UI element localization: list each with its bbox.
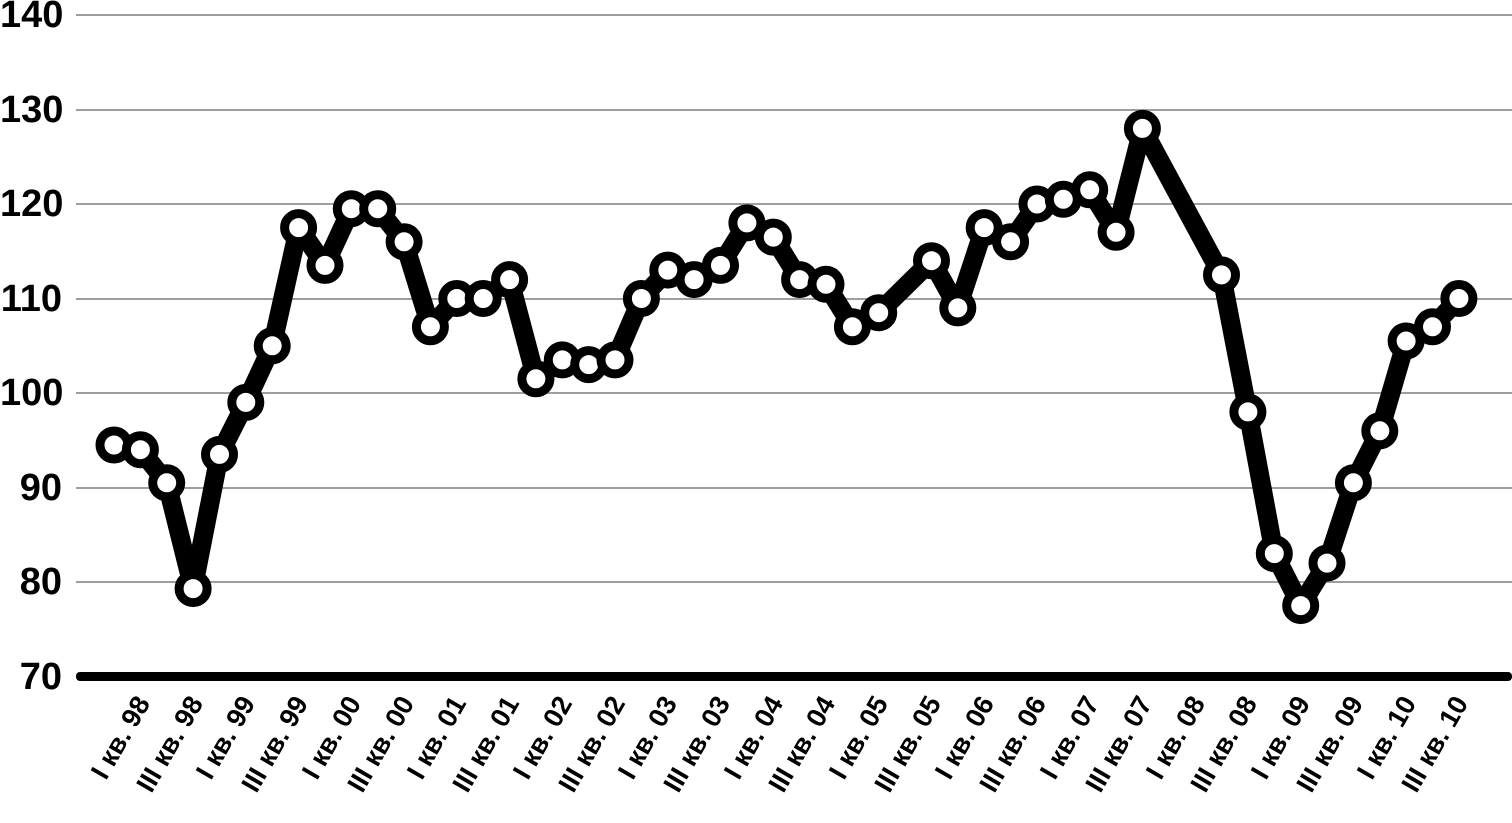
gridline	[76, 14, 1512, 16]
data-point-marker	[227, 383, 265, 421]
data-point-marker	[1097, 213, 1135, 251]
data-point-marker	[965, 209, 1003, 247]
data-point-marker	[201, 435, 238, 473]
data-point-marker	[622, 280, 660, 317]
data-point-marker	[385, 223, 423, 261]
data-point-marker	[1414, 308, 1451, 346]
data-point-marker	[1203, 256, 1240, 294]
data-point-marker	[1334, 464, 1372, 502]
data-point-marker	[359, 190, 397, 228]
data-point-marker	[280, 209, 318, 247]
data-point-marker	[1308, 544, 1346, 582]
gridline	[76, 108, 1512, 111]
gridline	[76, 486, 1512, 489]
gridline	[76, 203, 1512, 205]
y-axis-label: 70	[19, 655, 62, 698]
data-point-marker	[491, 261, 529, 299]
data-point-marker	[121, 431, 159, 469]
data-point-marker	[754, 218, 792, 256]
y-axis-label: 130	[0, 88, 64, 131]
data-point-marker	[833, 308, 871, 346]
y-axis-label: 110	[0, 277, 62, 320]
data-point-marker	[939, 289, 977, 327]
data-point-marker	[1387, 322, 1425, 360]
data-point-marker	[464, 280, 502, 317]
data-point-marker	[1123, 109, 1161, 147]
data-point-marker	[728, 204, 766, 242]
data-point-marker	[675, 261, 713, 299]
x-axis-line	[76, 672, 1512, 681]
data-point-marker	[1440, 280, 1478, 317]
y-axis-label: 100	[0, 372, 64, 414]
data-point-marker	[1229, 393, 1267, 431]
gridline	[76, 581, 1512, 583]
y-axis-label: 90	[19, 466, 62, 509]
y-axis-label: 140	[0, 0, 64, 36]
series-line	[104, 118, 1469, 616]
data-point-marker	[517, 360, 555, 398]
y-axis-label: 80	[19, 561, 62, 603]
data-point-marker	[807, 265, 845, 303]
data-point-marker	[148, 464, 186, 502]
data-point-marker	[1071, 171, 1109, 209]
data-point-marker	[596, 341, 634, 379]
data-point-marker	[913, 242, 950, 280]
gridline	[76, 392, 1512, 394]
data-point-marker	[860, 294, 898, 332]
data-point-marker	[702, 246, 739, 284]
gridline	[76, 297, 1512, 300]
data-point-marker	[1361, 412, 1399, 450]
data-point-marker	[253, 327, 291, 365]
data-point-marker	[174, 570, 212, 608]
data-point-marker	[992, 223, 1030, 261]
y-axis-label: 120	[0, 183, 64, 225]
data-point-marker	[306, 246, 344, 284]
data-point-marker	[411, 308, 449, 346]
data-point-marker	[1282, 587, 1320, 625]
data-point-marker	[1255, 535, 1293, 573]
